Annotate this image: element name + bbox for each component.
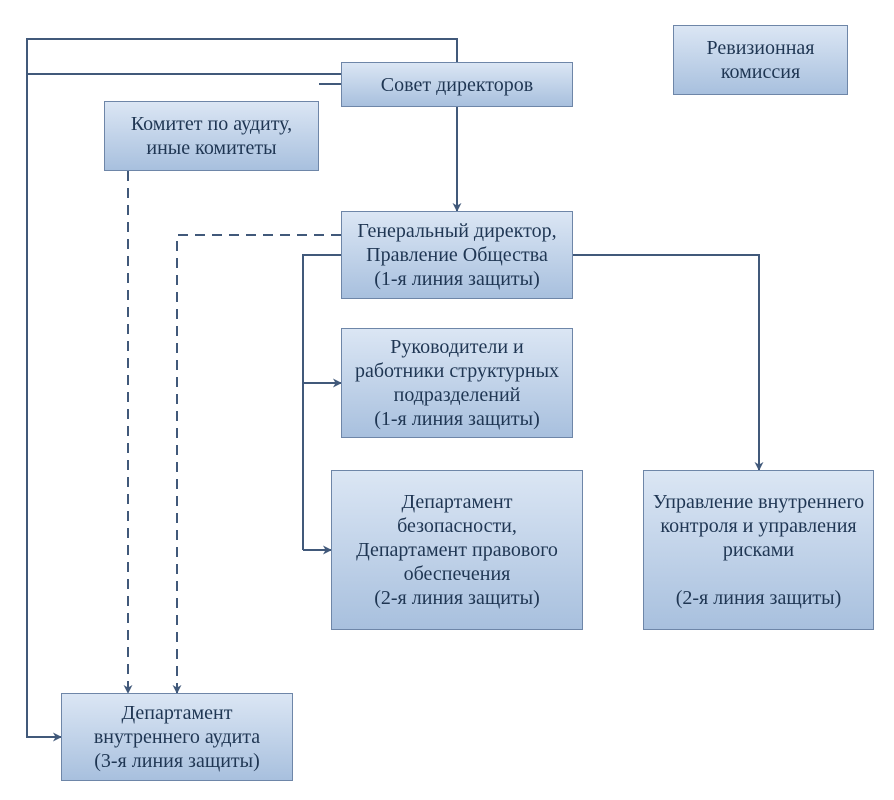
edge-gendir-right-to-risk: [573, 255, 759, 470]
edge-gendir-dashed-left-to-int-audit: [177, 235, 341, 693]
node-risk_ctrl: Управление внутреннего контроля и управл…: [643, 470, 874, 630]
node-gendir: Генеральный директор, Правление Общества…: [341, 211, 573, 299]
node-revision: Ревизионная комиссия: [673, 25, 848, 95]
node-security: Департамент безопасности,Департамент пра…: [331, 470, 583, 630]
edge-corner-down-to-int-audit: [27, 74, 61, 737]
node-audit_comm: Комитет по аудиту, иные комитеты: [104, 101, 319, 171]
node-board: Совет директоров: [341, 62, 573, 107]
node-managers: Руководители и работники структурных под…: [341, 328, 573, 438]
node-int_audit: Департамент внутреннего аудита(3-я линия…: [61, 693, 293, 781]
